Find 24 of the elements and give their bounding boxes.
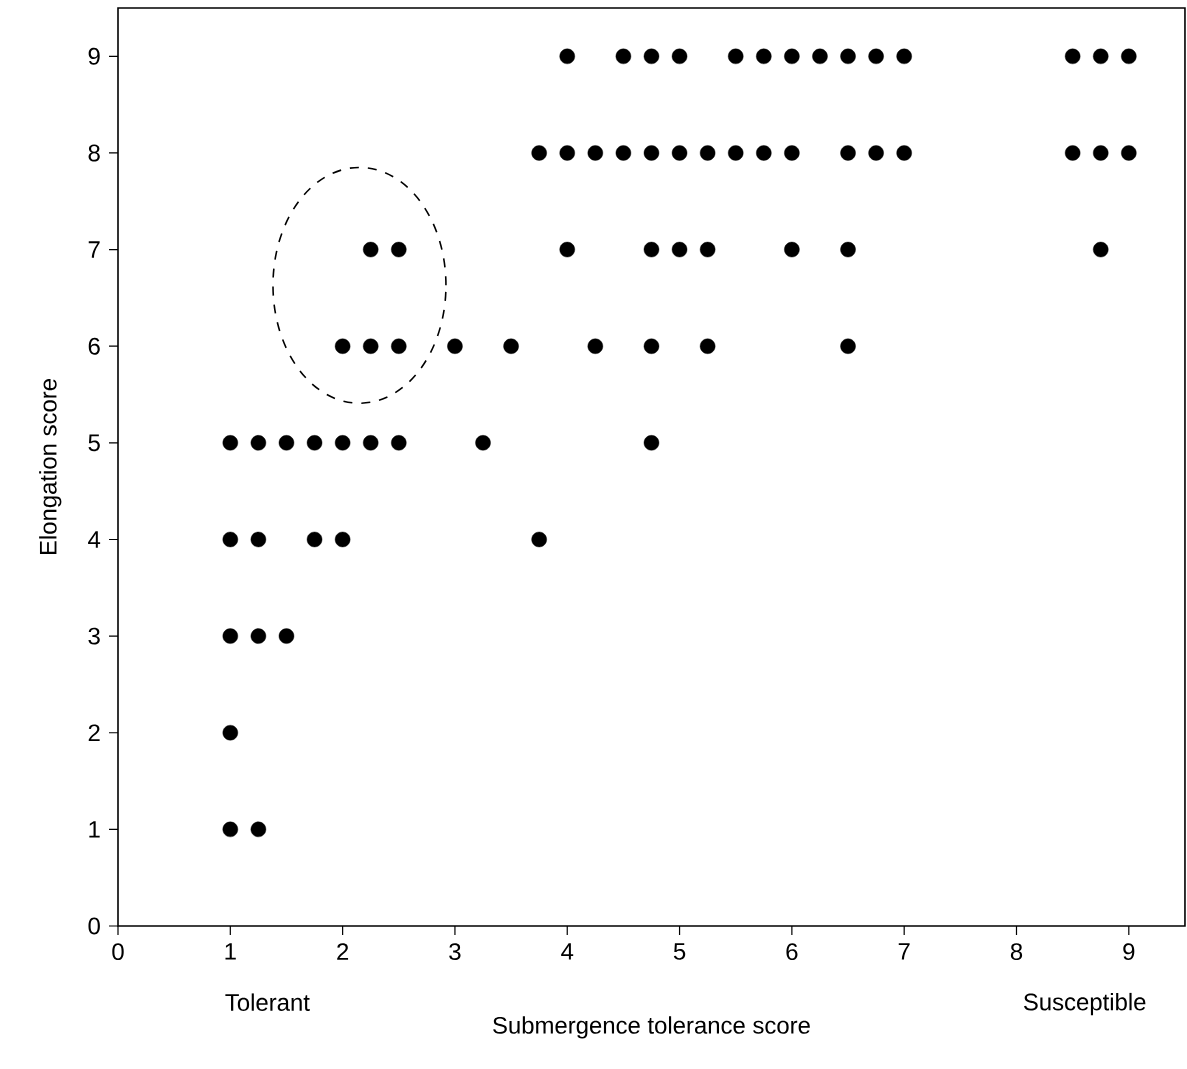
y-tick-label: 3	[88, 627, 100, 645]
y-tick-label: 1	[89, 821, 100, 838]
y-tick-label: 6	[88, 337, 100, 355]
y-tick-label: 9	[88, 47, 100, 65]
x-tick-label: 0	[112, 943, 124, 961]
x-tick-label: 4	[561, 943, 574, 960]
x-axis-title: Submergence tolerance score	[493, 1016, 810, 1039]
x-tick-label: 6	[786, 943, 798, 961]
y-tick-label: 8	[88, 144, 100, 162]
y-axis-title: Elongation score	[39, 379, 62, 555]
x-tick-label: 1	[225, 943, 236, 960]
y-tick-label: 4	[88, 531, 101, 548]
y-tick-label: 2	[88, 724, 100, 742]
x-tick-label: 5	[673, 943, 686, 960]
x-tick-label: 8	[1010, 943, 1023, 961]
y-tick-label: 5	[88, 434, 100, 452]
x-tick-label: 2	[337, 943, 349, 960]
text: Susceptible	[1023, 992, 1146, 1016]
x-tick-label: 9	[1123, 943, 1135, 961]
x-tick-label: 3	[449, 943, 461, 961]
text: Tolerant	[225, 993, 310, 1011]
y-tick-label: 0	[88, 917, 100, 935]
x-tick-label: 7	[898, 943, 910, 960]
y-tick-label: 7	[88, 241, 100, 258]
